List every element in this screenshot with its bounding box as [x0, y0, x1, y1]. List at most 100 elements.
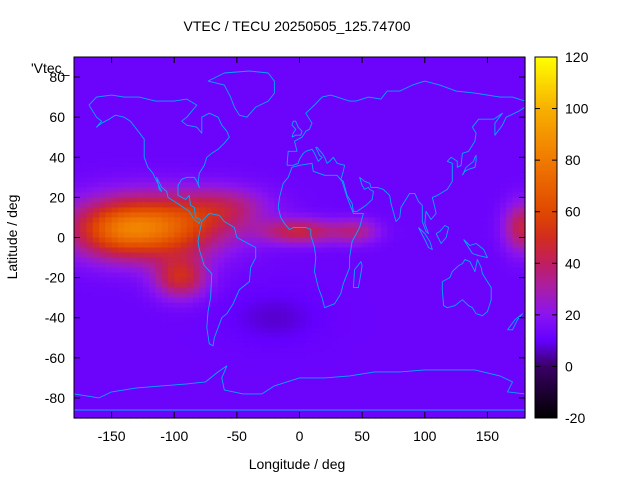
heatmap-cell: [368, 207, 376, 214]
heatmap-cell: [399, 122, 407, 128]
heatmap-cell: [268, 172, 276, 178]
heatmap-cell: [318, 347, 326, 354]
heatmap-cell: [186, 257, 194, 264]
heatmap-cell: [449, 122, 457, 128]
heatmap-cell: [243, 97, 250, 103]
heatmap-cell: [174, 342, 182, 349]
heatmap-cell: [293, 287, 301, 294]
heatmap-cell: [424, 272, 432, 279]
heatmap-cell: [324, 332, 332, 339]
heatmap-cell: [255, 187, 263, 193]
heatmap-cell: [449, 137, 457, 143]
heatmap-cell: [274, 352, 282, 359]
heatmap-cell: [437, 392, 445, 399]
heatmap-cell: [155, 167, 163, 173]
heatmap-cell: [355, 237, 363, 244]
heatmap-cell: [193, 247, 200, 254]
heatmap-cell: [199, 307, 207, 314]
heatmap-cell: [387, 132, 395, 138]
heatmap-cell: [418, 242, 426, 249]
heatmap-cell: [174, 197, 182, 203]
heatmap-cell: [512, 172, 520, 178]
heatmap-cell: [136, 382, 144, 389]
heatmap-cell: [249, 272, 257, 279]
heatmap-cell: [155, 57, 163, 63]
heatmap-cell: [443, 72, 451, 78]
heatmap-cell: [92, 82, 100, 88]
heatmap-cell: [193, 72, 200, 78]
heatmap-cell: [293, 67, 301, 73]
heatmap-cell: [418, 397, 426, 404]
heatmap-cell: [111, 127, 119, 133]
heatmap-cell: [324, 302, 332, 309]
heatmap-cell: [449, 207, 457, 214]
heatmap-cell: [305, 377, 313, 384]
heatmap-cell: [199, 327, 207, 334]
heatmap-cell: [443, 207, 451, 214]
heatmap-cell: [506, 367, 514, 374]
heatmap-cell: [362, 92, 369, 98]
heatmap-cell: [431, 347, 438, 354]
heatmap-cell: [236, 382, 244, 389]
heatmap-cell: [343, 397, 351, 404]
heatmap-cell: [387, 62, 395, 68]
heatmap-cell: [136, 327, 144, 334]
heatmap-cell: [86, 387, 94, 394]
heatmap-cell: [161, 277, 169, 284]
heatmap-cell: [261, 277, 269, 284]
heatmap-cell: [305, 362, 313, 369]
heatmap-cell: [236, 192, 244, 198]
heatmap-cell: [280, 142, 288, 148]
heatmap-cell: [493, 212, 501, 219]
heatmap-cell: [274, 332, 282, 339]
heatmap-cell: [468, 232, 476, 239]
heatmap-cell: [437, 187, 445, 193]
heatmap-cell: [293, 252, 301, 259]
heatmap-cell: [506, 357, 514, 364]
heatmap-cell: [293, 332, 301, 339]
heatmap-cell: [249, 167, 257, 173]
heatmap-cell: [324, 122, 332, 128]
heatmap-cell: [349, 282, 357, 289]
heatmap-cell: [312, 182, 319, 188]
heatmap-cell: [337, 352, 344, 359]
heatmap-cell: [431, 342, 438, 349]
heatmap-cell: [249, 177, 257, 183]
heatmap-cell: [399, 82, 407, 88]
heatmap-cell: [130, 97, 138, 103]
heatmap-cell: [186, 282, 194, 289]
heatmap-cell: [468, 317, 476, 324]
heatmap-cell: [92, 217, 100, 224]
heatmap-cell: [374, 192, 382, 198]
heatmap-cell: [418, 317, 426, 324]
heatmap-cell: [105, 142, 113, 148]
heatmap-cell: [443, 287, 451, 294]
heatmap-cell: [330, 227, 338, 234]
heatmap-cell: [387, 272, 395, 279]
heatmap-cell: [481, 117, 489, 123]
heatmap-cell: [293, 192, 301, 198]
heatmap-cell: [506, 327, 514, 334]
heatmap-cell: [74, 377, 81, 384]
heatmap-cell: [518, 72, 526, 78]
heatmap-cell: [136, 72, 144, 78]
heatmap-cell: [518, 377, 526, 384]
heatmap-cell: [412, 167, 420, 173]
heatmap-cell: [74, 292, 81, 299]
heatmap-cell: [117, 102, 125, 108]
heatmap-cell: [117, 172, 125, 178]
heatmap-cell: [205, 77, 213, 83]
heatmap-cell: [468, 252, 476, 259]
heatmap-cell: [199, 72, 207, 78]
heatmap-cell: [243, 137, 250, 143]
heatmap-cell: [387, 212, 395, 219]
heatmap-cell: [437, 127, 445, 133]
heatmap-cell: [493, 257, 501, 264]
heatmap-cell: [380, 127, 388, 133]
heatmap-cell: [230, 92, 238, 98]
heatmap-cell: [124, 117, 131, 123]
heatmap-cell: [286, 217, 294, 224]
heatmap-cell: [393, 162, 401, 168]
heatmap-cell: [261, 92, 269, 98]
heatmap-cell: [124, 277, 131, 284]
